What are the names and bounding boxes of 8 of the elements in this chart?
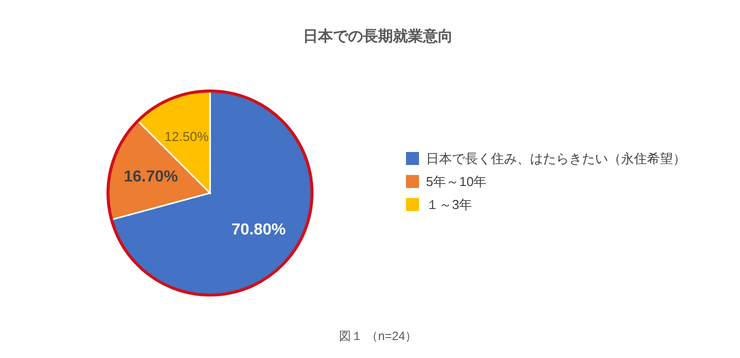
- caption: 図１ （n=24）: [338, 329, 418, 343]
- data-label: 16.70%: [124, 168, 178, 186]
- legend-label: 5年～10年: [426, 174, 487, 189]
- data-label: 70.80%: [231, 222, 286, 239]
- chart-title: 日本での長期就業意向: [303, 28, 453, 45]
- data-label: 12.50%: [164, 128, 210, 144]
- legend-label: １～3年: [426, 197, 472, 212]
- legend-label: 日本で長く住み、はたらきたい（永住希望）: [426, 151, 686, 166]
